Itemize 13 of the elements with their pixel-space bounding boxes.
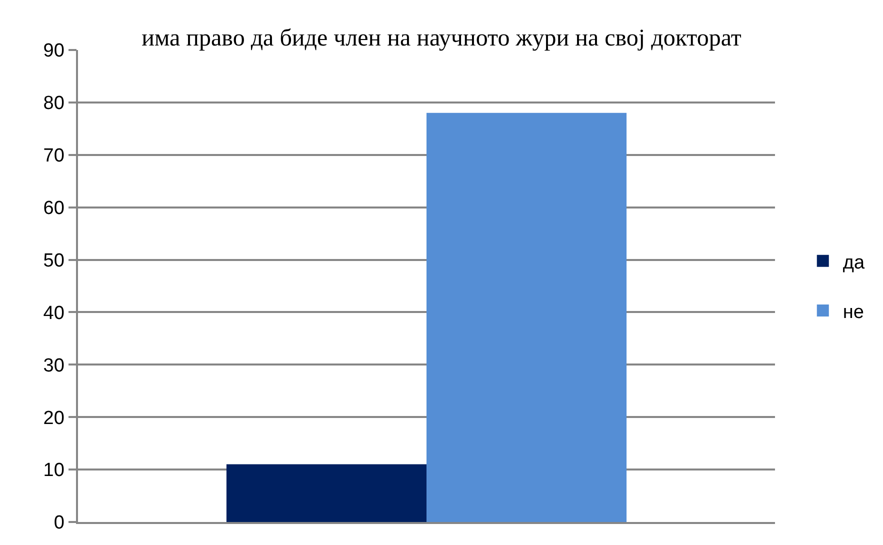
- y-tick-label: 40: [43, 302, 64, 324]
- y-tick-label: 60: [43, 198, 64, 219]
- y-tick-label: 30: [43, 355, 64, 376]
- y-tick-label: 90: [43, 40, 64, 62]
- y-tick-label: 80: [43, 93, 64, 114]
- legend-label: да: [842, 252, 865, 274]
- chart-title: има право да биде член на научното жури на свој докторат: [142, 26, 742, 52]
- legend-label: не: [842, 302, 864, 323]
- y-tick-label: 70: [43, 146, 64, 167]
- y-tick-label: 50: [43, 250, 64, 272]
- y-tick-label: 20: [43, 408, 64, 429]
- y-tick-label: 10: [43, 460, 64, 482]
- y-tick-label: 0: [54, 512, 64, 534]
